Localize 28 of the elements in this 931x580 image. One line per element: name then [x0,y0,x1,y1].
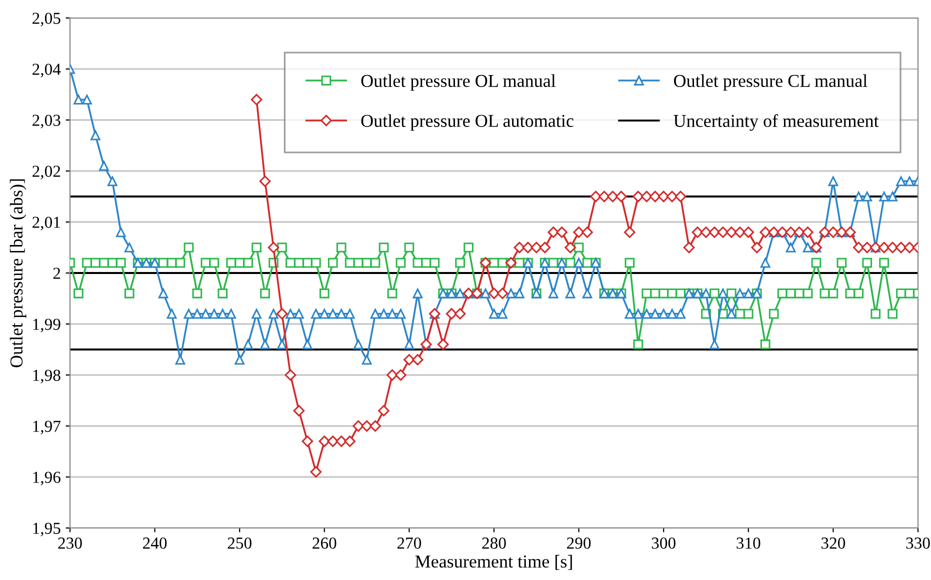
legend-label: Outlet pressure OL manual [361,74,556,91]
y-tick-label: 2,04 [32,64,61,78]
legend-label: Uncertainty of measurement [674,114,879,131]
y-tick-label: 2,01 [32,216,60,230]
x-tick-label: 320 [821,538,846,549]
x-tick-label: 310 [736,538,760,549]
x-tick-label: 260 [312,538,336,549]
x-tick-label: 250 [228,538,252,549]
x-tick-label: 330 [906,538,930,549]
y-tick-label: 1,95 [33,522,60,536]
y-axis-title: Outlet pressure [bar (abs)] [10,179,26,368]
y-tick-label: 1,99 [33,318,60,332]
y-tick-label: 2,05 [32,12,60,26]
x-tick-label: 270 [397,538,422,549]
legend-label: Outlet pressure OL automatic [361,114,574,131]
legend-label: Outlet pressure CL manual [674,74,868,91]
y-tick-label: 2,02 [32,166,60,180]
y-tick-label: 1,97 [33,420,60,434]
x-tick-label: 300 [652,538,676,549]
x-tick-label: 240 [143,538,167,549]
x-tick-label: 290 [567,538,591,549]
y-tick-label: 2,03 [32,114,60,128]
x-tick-label: 230 [58,538,82,549]
y-tick-label: 1,98 [33,370,60,384]
x-tick-label: 280 [482,538,506,549]
y-tick-label: 1,96 [33,472,60,486]
y-tick-label: 2 [53,268,60,279]
x-axis-title: Measurement time [s] [415,554,572,570]
